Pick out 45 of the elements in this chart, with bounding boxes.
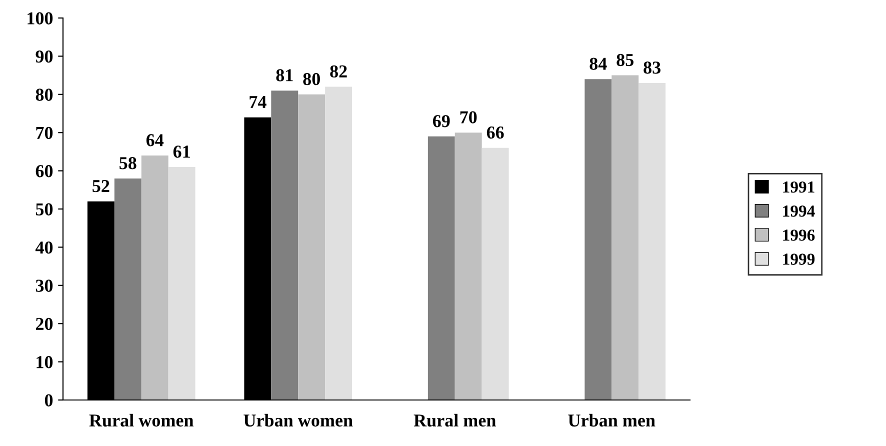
data-label: 61 [173,146,190,158]
y-tick-label: 60 [36,165,53,178]
bar [114,178,142,400]
y-tick-label: 20 [36,318,53,330]
data-label: 83 [644,62,660,74]
data-label: 52 [92,180,110,192]
y-tick-label: 50 [36,203,53,216]
y-tick-label: 0 [44,394,53,406]
y-tick-label: 90 [36,50,53,63]
data-label: 80 [303,72,320,86]
legend-label: 1996 [783,230,815,241]
bar [454,132,482,400]
bar [325,86,352,400]
x-tick-label: Urban men [568,414,656,427]
x-tick-label: Rural women [89,414,194,427]
bar [141,156,168,400]
y-tick-label: 100 [28,12,53,24]
bar [298,94,326,400]
bar [428,136,455,400]
bar [612,75,639,400]
bar [271,90,298,400]
bar [584,79,612,400]
legend-label: 1999 [783,254,815,265]
bar [168,166,196,400]
y-tick-label: 40 [35,241,53,254]
bar [638,82,666,400]
y-tick-label: 10 [36,356,53,368]
data-label: 74 [250,96,266,108]
data-label: 84 [590,58,607,70]
x-tick-label: Rural men [414,414,496,427]
legend-label: 1994 [783,206,815,217]
y-tick-label: 70 [36,126,53,140]
data-label: 70 [460,111,477,124]
y-tick-label: 30 [36,280,53,292]
data-label: 82 [330,65,347,78]
data-label: 69 [432,115,450,128]
data-label: 58 [120,157,136,170]
y-tick-label: 80 [36,88,53,101]
legend-label: 1991 [783,181,814,193]
data-label: 85 [616,54,634,66]
x-tick-label: Urban women [244,414,353,427]
bar [482,148,509,400]
data-label: 64 [146,134,164,146]
data-label: 66 [486,126,504,139]
data-label: 81 [276,69,293,82]
